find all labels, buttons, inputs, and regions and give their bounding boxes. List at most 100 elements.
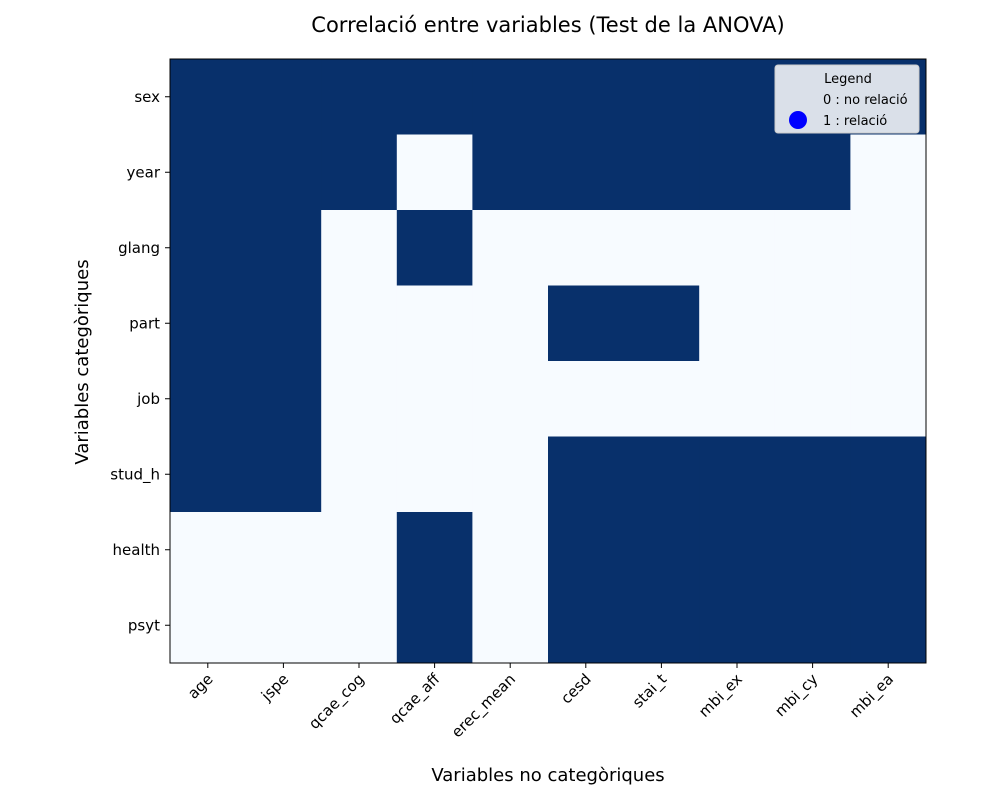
x-axis-label: Variables no categòriques (431, 765, 664, 786)
heatmap-cell (623, 285, 700, 362)
heatmap-cell (472, 285, 549, 362)
heatmap-cell (699, 210, 776, 286)
y-tick-label: stud_h (110, 465, 160, 484)
heatmap-cell (170, 134, 247, 211)
heatmap-cell (774, 285, 851, 362)
heatmap-cell (774, 512, 851, 588)
heatmap-cell (699, 285, 776, 362)
heatmap-cell (245, 587, 322, 664)
x-tick-label: cesd (557, 670, 594, 707)
heatmap-cell (396, 59, 473, 135)
heatmap-cell (699, 361, 776, 437)
legend-marker-relation (789, 111, 807, 129)
heatmap-cell (774, 436, 851, 513)
heatmap-cell (472, 134, 549, 211)
heatmap-cell (850, 512, 927, 588)
legend-entry-no-relation: 0 : no relació (823, 93, 908, 108)
heatmap-cell (321, 210, 398, 286)
heatmap-cell (548, 210, 625, 286)
heatmap-cell (548, 361, 625, 437)
heatmap-cell (321, 512, 398, 588)
heatmap-cell (699, 512, 776, 588)
heatmap-cell (850, 587, 927, 664)
heatmap-cell (396, 361, 473, 437)
heatmap-cell (245, 285, 322, 362)
heatmap-cell (472, 436, 549, 513)
plot-frame (169, 58, 927, 664)
heatmap-cell (472, 587, 549, 664)
heatmap-cell (396, 512, 473, 588)
y-tick-label: sex (134, 88, 160, 106)
heatmap-cell (396, 285, 473, 362)
heatmap-cell (170, 285, 247, 362)
heatmap-cell (699, 59, 776, 135)
heatmap-cell (170, 512, 247, 588)
heatmap-cell (548, 134, 625, 211)
heatmap-cell (321, 59, 398, 135)
heatmap-cell (321, 285, 398, 362)
heatmap-cell (472, 361, 549, 437)
y-tick-label: year (127, 163, 161, 181)
heatmap-cells (170, 59, 927, 664)
heatmap-cell (548, 59, 625, 135)
heatmap-cell (699, 436, 776, 513)
heatmap-cell (623, 59, 700, 135)
heatmap-cell (321, 587, 398, 664)
x-tick-label: mbi_ea (846, 670, 898, 722)
heatmap-cell (321, 436, 398, 513)
x-tick-label: qcae_cog (305, 670, 368, 733)
x-tick-label: qcae_aff (386, 670, 445, 729)
heatmap-cell (321, 361, 398, 437)
heatmap-cell (245, 210, 322, 286)
heatmap-cell (245, 361, 322, 437)
legend: Legend 0 : no relació 1 : relació (774, 64, 920, 134)
x-axis-ticks: age jspe qcae_cog qcae_aff erec_mean cesd stai… (184, 663, 898, 742)
heatmap-cell (245, 134, 322, 211)
x-tick-label: stai_t (629, 670, 671, 712)
heatmap-cell (170, 587, 247, 664)
x-tick-label: mbi_ex (695, 670, 746, 721)
heatmap-cell (774, 361, 851, 437)
heatmap-cell (170, 59, 247, 135)
legend-box (774, 64, 920, 134)
heatmap-cell (396, 134, 473, 211)
heatmap-cell (850, 361, 927, 437)
y-tick-label: glang (118, 239, 160, 257)
heatmap-cell (623, 436, 700, 513)
chart-title: Correlació entre variables (Test de la A… (311, 13, 784, 37)
heatmap-cell (623, 134, 700, 211)
heatmap-cell (396, 436, 473, 513)
heatmap-cell (472, 512, 549, 588)
heatmap-cell (548, 436, 625, 513)
y-tick-label: job (136, 390, 160, 408)
heatmap-cell (548, 512, 625, 588)
x-tick-label: mbi_cy (771, 670, 822, 721)
heatmap-cell (245, 512, 322, 588)
heatmap-cell (850, 285, 927, 362)
legend-title: Legend (824, 72, 872, 87)
heatmap-cell (623, 512, 700, 588)
heatmap-cell (321, 134, 398, 211)
heatmap-cell (472, 210, 549, 286)
heatmap-cell (850, 134, 927, 211)
heatmap-cell (170, 436, 247, 513)
heatmap-cell (774, 587, 851, 664)
heatmap-cell (774, 134, 851, 211)
heatmap-cell (699, 134, 776, 211)
heatmap-cell (396, 210, 473, 286)
heatmap-cell (548, 285, 625, 362)
heatmap-cell (396, 587, 473, 664)
heatmap-cell (170, 210, 247, 286)
legend-entry-relation: 1 : relació (823, 114, 887, 129)
heatmap-cell (245, 436, 322, 513)
heatmap-cell (774, 210, 851, 286)
heatmap-cell (850, 210, 927, 286)
heatmap-cell (170, 361, 247, 437)
heatmap-cell (245, 59, 322, 135)
y-axis-label: Variables categòriques (72, 259, 93, 464)
x-tick-label: age (184, 670, 216, 702)
heatmap-cell (623, 210, 700, 286)
heatmap-cell (623, 587, 700, 664)
